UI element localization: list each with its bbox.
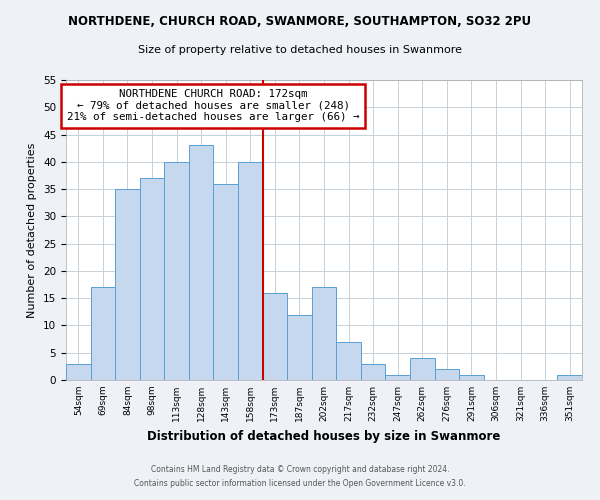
Bar	[361, 364, 385, 380]
Bar	[287, 314, 312, 380]
Bar	[263, 292, 287, 380]
X-axis label: Distribution of detached houses by size in Swanmore: Distribution of detached houses by size …	[148, 430, 500, 442]
Bar	[434, 369, 459, 380]
Bar	[214, 184, 238, 380]
Bar	[164, 162, 189, 380]
Text: NORTHDENE CHURCH ROAD: 172sqm
← 79% of detached houses are smaller (248)
21% of : NORTHDENE CHURCH ROAD: 172sqm ← 79% of d…	[67, 89, 359, 122]
Bar	[115, 189, 140, 380]
Y-axis label: Number of detached properties: Number of detached properties	[28, 142, 37, 318]
Bar	[557, 374, 582, 380]
Bar	[410, 358, 434, 380]
Text: NORTHDENE, CHURCH ROAD, SWANMORE, SOUTHAMPTON, SO32 2PU: NORTHDENE, CHURCH ROAD, SWANMORE, SOUTHA…	[68, 15, 532, 28]
Bar	[459, 374, 484, 380]
Bar	[140, 178, 164, 380]
Bar	[91, 288, 115, 380]
Bar	[336, 342, 361, 380]
Text: Size of property relative to detached houses in Swanmore: Size of property relative to detached ho…	[138, 45, 462, 55]
Bar	[238, 162, 263, 380]
Bar	[385, 374, 410, 380]
Bar	[66, 364, 91, 380]
Bar	[189, 146, 214, 380]
Text: Contains HM Land Registry data © Crown copyright and database right 2024.
Contai: Contains HM Land Registry data © Crown c…	[134, 466, 466, 487]
Bar	[312, 288, 336, 380]
